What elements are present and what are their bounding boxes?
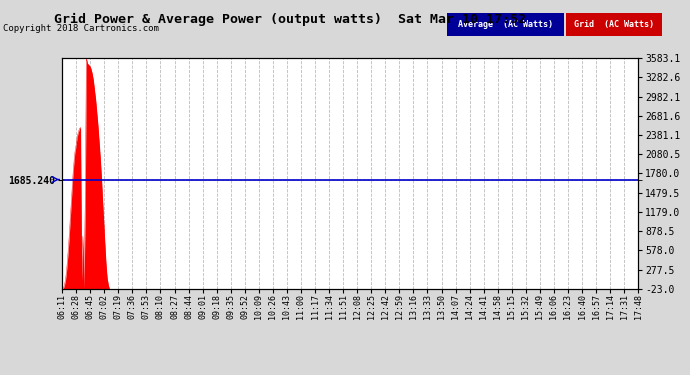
Text: Grid  (AC Watts): Grid (AC Watts) [574, 20, 654, 29]
Text: Copyright 2018 Cartronics.com: Copyright 2018 Cartronics.com [3, 24, 159, 33]
Text: Average  (AC Watts): Average (AC Watts) [458, 20, 553, 29]
Text: Grid Power & Average Power (output watts)  Sat Mar 10 17:52: Grid Power & Average Power (output watts… [54, 13, 526, 26]
